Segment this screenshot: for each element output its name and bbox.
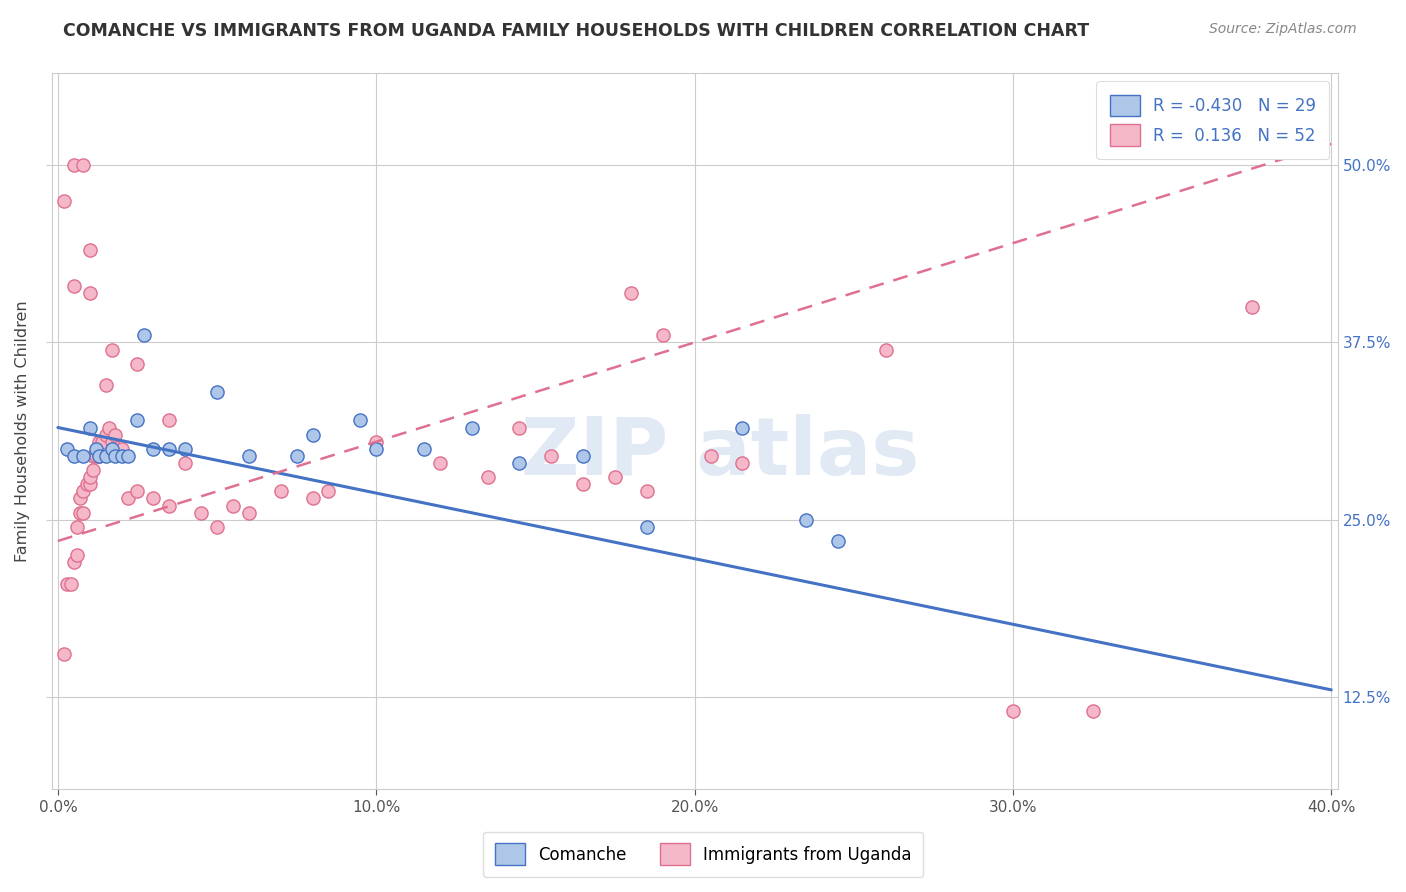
Point: [572, 477, 595, 491]
Point: [238, 506, 260, 520]
Point: [132, 328, 155, 343]
Point: [89, 449, 111, 463]
Point: [508, 456, 530, 470]
Point: [89, 449, 111, 463]
Point: [142, 442, 165, 456]
Point: [1081, 704, 1104, 718]
Point: [127, 413, 149, 427]
Point: [349, 413, 371, 427]
Point: [461, 420, 484, 434]
Point: [190, 506, 212, 520]
Point: [59, 576, 82, 591]
Point: [72, 506, 94, 520]
Point: [603, 470, 626, 484]
Point: [731, 420, 754, 434]
Point: [429, 456, 451, 470]
Legend: R = -0.430   N = 29, R =  0.136   N = 52: R = -0.430 N = 29, R = 0.136 N = 52: [1097, 81, 1329, 159]
Text: Source: ZipAtlas.com: Source: ZipAtlas.com: [1209, 22, 1357, 37]
Point: [56, 442, 79, 456]
Point: [76, 477, 98, 491]
Point: [84, 442, 107, 456]
Point: [827, 533, 849, 548]
Point: [66, 520, 89, 534]
Point: [117, 449, 139, 463]
Point: [1240, 300, 1263, 314]
Point: [94, 378, 117, 392]
Point: [89, 434, 111, 449]
Point: [366, 442, 388, 456]
Point: [413, 442, 436, 456]
Point: [142, 491, 165, 506]
Point: [270, 484, 292, 499]
Point: [110, 442, 132, 456]
Point: [1384, 158, 1406, 172]
Point: [62, 555, 84, 569]
Point: [285, 449, 308, 463]
Legend: Comanche, Immigrants from Uganda: Comanche, Immigrants from Uganda: [482, 831, 924, 877]
Point: [69, 506, 91, 520]
Point: [540, 449, 562, 463]
Point: [79, 470, 101, 484]
Point: [117, 491, 139, 506]
Point: [1001, 704, 1024, 718]
Point: [79, 244, 101, 258]
Y-axis label: Family Households with Children: Family Households with Children: [15, 301, 30, 562]
Point: [636, 520, 658, 534]
Point: [53, 194, 76, 208]
Point: [72, 449, 94, 463]
Point: [79, 285, 101, 300]
Point: [366, 434, 388, 449]
Point: [794, 513, 817, 527]
Point: [101, 343, 124, 357]
Point: [127, 484, 149, 499]
Point: [157, 413, 180, 427]
Point: [731, 456, 754, 470]
Point: [94, 449, 117, 463]
Point: [301, 427, 323, 442]
Point: [127, 357, 149, 371]
Point: [205, 520, 228, 534]
Point: [572, 449, 595, 463]
Point: [508, 420, 530, 434]
Point: [651, 328, 673, 343]
Point: [301, 491, 323, 506]
Point: [82, 463, 104, 477]
Text: ZIP atlas: ZIP atlas: [522, 414, 920, 491]
Point: [477, 470, 499, 484]
Point: [318, 484, 340, 499]
Point: [69, 491, 91, 506]
Point: [636, 484, 658, 499]
Point: [91, 434, 114, 449]
Point: [101, 434, 124, 449]
Point: [238, 449, 260, 463]
Point: [66, 548, 89, 562]
Point: [79, 477, 101, 491]
Point: [157, 499, 180, 513]
Point: [82, 449, 104, 463]
Point: [97, 420, 120, 434]
Point: [104, 427, 127, 442]
Point: [62, 278, 84, 293]
Point: [620, 285, 643, 300]
Point: [53, 648, 76, 662]
Point: [79, 420, 101, 434]
Point: [104, 449, 127, 463]
Point: [222, 499, 245, 513]
Point: [72, 484, 94, 499]
Point: [174, 442, 197, 456]
Text: COMANCHE VS IMMIGRANTS FROM UGANDA FAMILY HOUSEHOLDS WITH CHILDREN CORRELATION C: COMANCHE VS IMMIGRANTS FROM UGANDA FAMIL…: [63, 22, 1090, 40]
Point: [875, 343, 897, 357]
Point: [94, 427, 117, 442]
Point: [110, 449, 132, 463]
Point: [62, 158, 84, 172]
Point: [56, 576, 79, 591]
Point: [157, 442, 180, 456]
Point: [174, 456, 197, 470]
Point: [62, 449, 84, 463]
Point: [72, 158, 94, 172]
Point: [699, 449, 721, 463]
Point: [205, 385, 228, 400]
Point: [101, 442, 124, 456]
Point: [84, 449, 107, 463]
